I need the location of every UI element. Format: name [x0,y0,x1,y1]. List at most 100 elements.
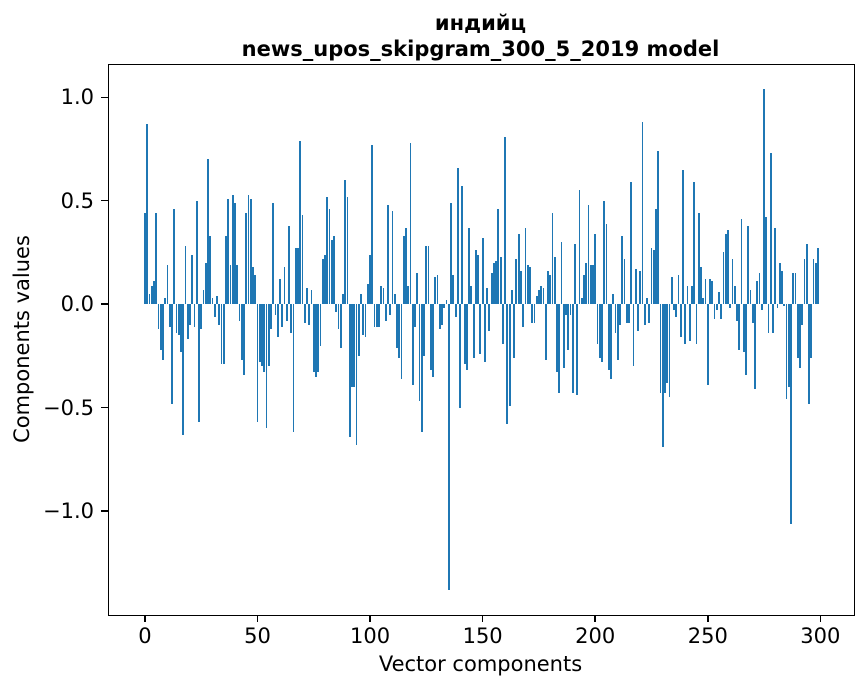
bar [144,213,146,305]
bar [207,159,209,305]
x-axis-label: Vector components [378,652,583,676]
bar [686,285,689,305]
bar [333,235,335,305]
bar [758,273,761,305]
bar [411,304,414,385]
bar [445,300,448,305]
bar [454,304,457,317]
y-axis-label: Components values [10,235,34,443]
bar [551,213,554,305]
bar [774,227,777,305]
bar [450,202,452,305]
bar [812,258,815,305]
bar [639,271,642,305]
bar [589,264,592,305]
bar [351,304,353,387]
bar [565,304,567,315]
bar [513,304,516,358]
bar [330,240,333,305]
bar [544,304,547,361]
bar [569,304,572,315]
bar [193,304,196,327]
bar [702,297,705,305]
bar [423,304,425,356]
x-tick-label: 50 [244,624,271,648]
bar [254,275,257,305]
bar [594,233,597,305]
bar [168,304,171,327]
bar [688,304,691,342]
bar [272,202,275,305]
bar [308,304,311,325]
bar [510,289,513,305]
bar [693,182,696,305]
bar [463,304,466,365]
bar [353,304,356,387]
bar [315,304,317,377]
bar [245,213,248,305]
bar [164,297,167,305]
bar [382,287,385,305]
bar [776,304,779,309]
bar [713,304,716,319]
bar [519,271,522,305]
bar [558,304,561,394]
bar [727,229,729,305]
bar [348,304,351,437]
bar [501,304,504,344]
y-tick-label: 0.5 [60,188,94,213]
bar [294,248,297,305]
bar [778,262,781,305]
bar [231,194,234,305]
bar [159,304,162,350]
bar [742,304,745,352]
bar [249,198,252,305]
bar [222,304,225,365]
bar [465,304,468,371]
bar [515,258,518,305]
bar [632,304,635,367]
bar [195,200,198,305]
bar [522,304,525,327]
bar [357,304,360,356]
bar [783,304,786,307]
bar [243,304,245,375]
x-tick-label: 0 [138,624,152,648]
bar [427,246,430,305]
bar [517,233,520,305]
bar [198,304,200,423]
bar [459,304,461,408]
bar [661,304,664,447]
bar [285,304,288,321]
bar [344,180,347,305]
bar [643,304,646,325]
bar [542,287,545,305]
bar [657,151,660,305]
bar [612,293,615,305]
bar [184,246,187,305]
y-tick-label: 1.0 [60,85,94,110]
bar [814,262,817,305]
bar [369,254,371,305]
bar [447,304,450,590]
bar [146,124,149,305]
bar [299,140,302,305]
bar [416,273,419,305]
bar [817,248,819,305]
bar [236,264,239,305]
bar [247,194,250,305]
bar [524,227,527,305]
bar [790,304,792,524]
bar [488,304,491,332]
bar [623,258,626,305]
bar [738,304,741,350]
bar [621,235,624,305]
bar [375,304,378,327]
bar [483,304,486,363]
bar [799,304,801,369]
bar [648,304,651,323]
y-tick [100,199,108,202]
bar [641,122,644,305]
bar [715,304,718,311]
bar [261,304,263,367]
